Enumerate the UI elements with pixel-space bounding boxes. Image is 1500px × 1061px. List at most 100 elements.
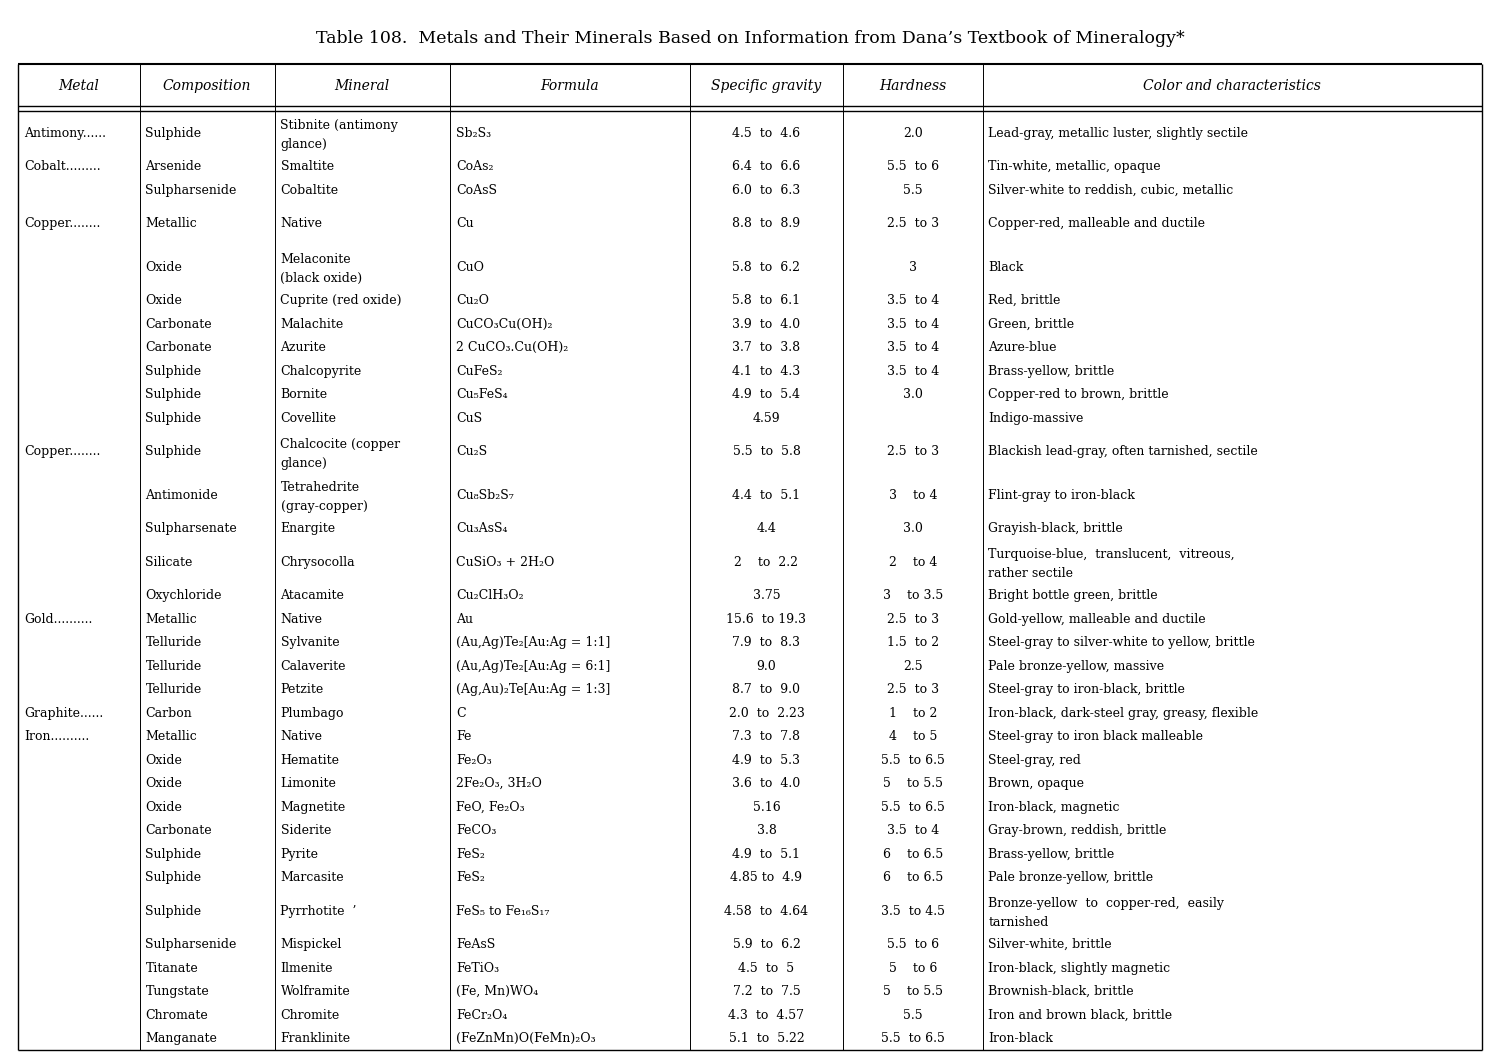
Text: Pyrite: Pyrite (280, 848, 318, 860)
Text: Fe₂O₃: Fe₂O₃ (456, 753, 492, 767)
Text: 8.7  to  9.0: 8.7 to 9.0 (732, 683, 801, 696)
Text: Copper........: Copper........ (24, 446, 100, 458)
Text: Sulpharsenide: Sulpharsenide (146, 184, 237, 196)
Text: Sulpharsenide: Sulpharsenide (146, 938, 237, 951)
Text: Bright bottle green, brittle: Bright bottle green, brittle (988, 589, 1158, 602)
Text: Pale bronze-yellow, massive: Pale bronze-yellow, massive (988, 660, 1164, 673)
Text: Native: Native (280, 730, 322, 743)
Text: Oxide: Oxide (146, 294, 183, 307)
Text: Iron-black: Iron-black (988, 1032, 1053, 1045)
Text: (Au,Ag)Te₂[Au:Ag = 1:1]: (Au,Ag)Te₂[Au:Ag = 1:1] (456, 637, 610, 649)
Text: (gray-copper): (gray-copper) (280, 500, 368, 514)
Text: Native: Native (280, 612, 322, 626)
Text: 1.5  to 2: 1.5 to 2 (886, 637, 939, 649)
Text: CuO: CuO (456, 261, 484, 274)
Text: Steel-gray, red: Steel-gray, red (988, 753, 1082, 767)
Text: Au: Au (456, 612, 472, 626)
Text: 5.5  to 6: 5.5 to 6 (886, 160, 939, 173)
Text: Iron-black, slightly magnetic: Iron-black, slightly magnetic (988, 961, 1170, 975)
Text: Red, brittle: Red, brittle (988, 294, 1060, 307)
Text: Carbonate: Carbonate (146, 317, 211, 331)
Text: Metallic: Metallic (146, 218, 198, 230)
Text: Metal: Metal (58, 79, 99, 93)
Text: Melaconite: Melaconite (280, 254, 351, 266)
Text: 7.2  to  7.5: 7.2 to 7.5 (732, 985, 801, 998)
Text: 2.5  to 3: 2.5 to 3 (886, 612, 939, 626)
Text: FeS₅ to Fe₁₆S₁₇: FeS₅ to Fe₁₆S₁₇ (456, 905, 549, 918)
Text: 9.0: 9.0 (756, 660, 777, 673)
Text: 2.5: 2.5 (903, 660, 922, 673)
Text: Chromite: Chromite (280, 1009, 339, 1022)
Text: Silver-white, brittle: Silver-white, brittle (988, 938, 1112, 951)
Text: Atacamite: Atacamite (280, 589, 345, 602)
Text: Brass-yellow, brittle: Brass-yellow, brittle (988, 365, 1114, 378)
Text: Cuprite (red oxide): Cuprite (red oxide) (280, 294, 402, 307)
Text: Steel-gray to iron black malleable: Steel-gray to iron black malleable (988, 730, 1203, 743)
Text: Formula: Formula (540, 79, 600, 93)
Text: 3.5  to 4: 3.5 to 4 (886, 342, 939, 354)
Text: Gray-brown, reddish, brittle: Gray-brown, reddish, brittle (988, 824, 1167, 837)
Text: 6    to 6.5: 6 to 6.5 (882, 848, 944, 860)
Text: CoAsS: CoAsS (456, 184, 497, 196)
Text: FeCO₃: FeCO₃ (456, 824, 497, 837)
Text: Tetrahedrite: Tetrahedrite (280, 482, 360, 494)
Text: 3.0: 3.0 (903, 522, 922, 535)
Text: 5    to 5.5: 5 to 5.5 (882, 985, 944, 998)
Text: Black: Black (988, 261, 1024, 274)
Text: CuCO₃Cu(OH)₂: CuCO₃Cu(OH)₂ (456, 317, 552, 331)
Text: Oxide: Oxide (146, 261, 183, 274)
Text: CoAs₂: CoAs₂ (456, 160, 494, 173)
Text: Tin-white, metallic, opaque: Tin-white, metallic, opaque (988, 160, 1161, 173)
Text: 2Fe₂O₃, 3H₂O: 2Fe₂O₃, 3H₂O (456, 777, 542, 790)
Text: (Fe, Mn)WO₄: (Fe, Mn)WO₄ (456, 985, 538, 998)
Text: Manganate: Manganate (146, 1032, 218, 1045)
Text: Sulphide: Sulphide (146, 446, 201, 458)
Text: 4.58  to  4.64: 4.58 to 4.64 (724, 905, 809, 918)
Text: 2.0  to  2.23: 2.0 to 2.23 (729, 707, 804, 719)
Text: Steel-gray to iron-black, brittle: Steel-gray to iron-black, brittle (988, 683, 1185, 696)
Text: Azurite: Azurite (280, 342, 327, 354)
Text: FeS₂: FeS₂ (456, 871, 484, 884)
Text: Chalcopyrite: Chalcopyrite (280, 365, 362, 378)
Text: 3.5  to 4: 3.5 to 4 (886, 294, 939, 307)
Text: Cobalt.........: Cobalt......... (24, 160, 100, 173)
Text: Composition: Composition (164, 79, 250, 93)
Text: 4.5  to  4.6: 4.5 to 4.6 (732, 126, 801, 140)
Text: Steel-gray to silver-white to yellow, brittle: Steel-gray to silver-white to yellow, br… (988, 637, 1256, 649)
Text: 5.1  to  5.22: 5.1 to 5.22 (729, 1032, 804, 1045)
Text: Azure-blue: Azure-blue (988, 342, 1058, 354)
Text: Specific gravity: Specific gravity (711, 79, 822, 93)
Text: 3.5  to 4.5: 3.5 to 4.5 (880, 905, 945, 918)
Text: 8.8  to  8.9: 8.8 to 8.9 (732, 218, 801, 230)
Text: Brownish-black, brittle: Brownish-black, brittle (988, 985, 1134, 998)
Text: 3.5  to 4: 3.5 to 4 (886, 824, 939, 837)
Text: Sulphide: Sulphide (146, 365, 201, 378)
Text: 2.0: 2.0 (903, 126, 922, 140)
Text: FeO, Fe₂O₃: FeO, Fe₂O₃ (456, 801, 525, 814)
Text: 4.5  to  5: 4.5 to 5 (738, 961, 795, 975)
Text: 6.0  to  6.3: 6.0 to 6.3 (732, 184, 801, 196)
Text: 3.9  to  4.0: 3.9 to 4.0 (732, 317, 801, 331)
Text: Brass-yellow, brittle: Brass-yellow, brittle (988, 848, 1114, 860)
Text: rather sectile: rather sectile (988, 567, 1074, 580)
Text: Sulphide: Sulphide (146, 905, 201, 918)
Text: 5    to 5.5: 5 to 5.5 (882, 777, 944, 790)
Text: 3.5  to 4: 3.5 to 4 (886, 317, 939, 331)
Text: (Au,Ag)Te₂[Au:Ag = 6:1]: (Au,Ag)Te₂[Au:Ag = 6:1] (456, 660, 610, 673)
Text: 3.75: 3.75 (753, 589, 780, 602)
Text: Carbon: Carbon (146, 707, 192, 719)
Text: 5.5  to 6.5: 5.5 to 6.5 (880, 801, 945, 814)
Text: 4.9  to  5.3: 4.9 to 5.3 (732, 753, 801, 767)
Text: 4.4: 4.4 (756, 522, 777, 535)
Text: Green, brittle: Green, brittle (988, 317, 1074, 331)
Text: Telluride: Telluride (146, 660, 201, 673)
Text: Gold..........: Gold.......... (24, 612, 93, 626)
Text: Sulphide: Sulphide (146, 388, 201, 401)
Text: tarnished: tarnished (988, 916, 1048, 929)
Text: Titanate: Titanate (146, 961, 198, 975)
Text: Marcasite: Marcasite (280, 871, 344, 884)
Text: 3    to 3.5: 3 to 3.5 (882, 589, 944, 602)
Text: 5    to 6: 5 to 6 (888, 961, 938, 975)
Text: 3.6  to  4.0: 3.6 to 4.0 (732, 777, 801, 790)
Text: Siderite: Siderite (280, 824, 332, 837)
